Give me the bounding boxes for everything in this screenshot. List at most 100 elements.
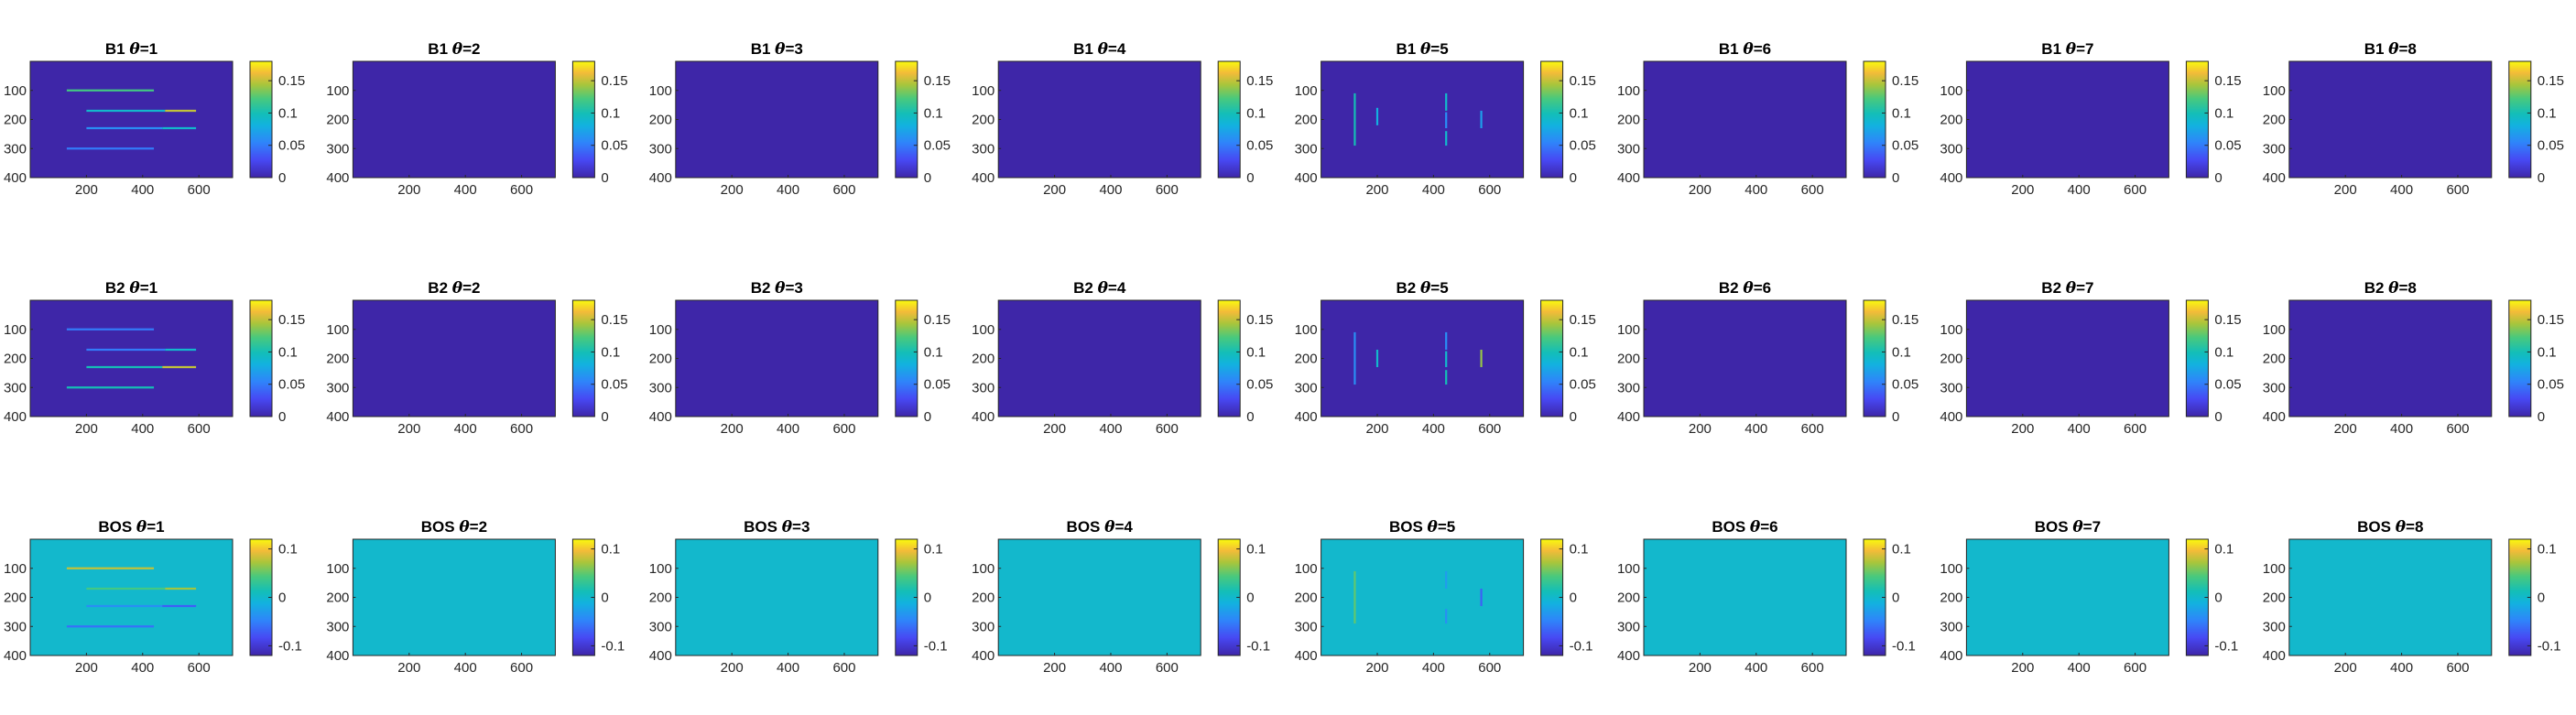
- y-tick-label: 300: [2263, 141, 2286, 157]
- panel-bos-theta-4: BOS θ=4 200 400 600 100 200 300 400 -0.1 0 0.1: [972, 518, 1270, 676]
- colorbar-tick-label: 0.05: [601, 138, 627, 154]
- colorbar-tick-label: 0: [1570, 409, 1577, 425]
- x-tick-label: 600: [2124, 421, 2147, 437]
- y-tick-label: 400: [1617, 170, 1640, 186]
- heatmap-background: [675, 539, 878, 655]
- colorbar-tick-label: 0.1: [1892, 105, 1911, 121]
- colorbar-tick-label: -0.1: [2538, 638, 2561, 654]
- colorbar-tick-label: 0.1: [1892, 542, 1911, 558]
- y-tick-label: 400: [1940, 170, 1962, 186]
- colorbar-tick-label: 0.05: [924, 138, 951, 154]
- panel-b2-theta-3: B2 θ=3 200 400 600 100 200 300 400 0 0.05 0.1 0.15: [649, 279, 951, 437]
- y-tick-label: 100: [649, 83, 672, 99]
- colorbar-tick-label: 0.05: [2214, 138, 2241, 154]
- heatmap-background: [1321, 300, 1524, 417]
- panel-bos-theta-1: BOS θ=1 200 400 600 100 200 300 400 -0.1 0 0.1: [4, 518, 302, 676]
- x-tick-label: 200: [721, 660, 744, 676]
- panel-b2-theta-6: B2 θ=6 200 400 600 100 200 300 400 0 0.05 0.1 0.15: [1617, 279, 1918, 437]
- y-tick-label: 300: [1295, 141, 1318, 157]
- x-tick-label: 600: [832, 421, 855, 437]
- heatmap-background: [675, 300, 878, 417]
- colorbar-tick-label: 0.1: [1246, 105, 1266, 121]
- y-tick-label: 200: [972, 113, 995, 128]
- y-tick-label: 100: [2263, 322, 2286, 338]
- colorbar-tick-label: 0.05: [2538, 377, 2564, 393]
- heatmap-background: [1321, 539, 1524, 655]
- y-tick-label: 300: [1940, 141, 1962, 157]
- colorbar-tick-label: -0.1: [278, 638, 302, 654]
- panel-title: B1 θ=7: [2041, 40, 2093, 59]
- y-tick-label: 300: [4, 141, 27, 157]
- y-tick-label: 400: [1295, 648, 1318, 664]
- colorbar-tick-label: 0.1: [2538, 542, 2557, 558]
- colorbar-tick-label: 0.1: [2214, 542, 2234, 558]
- y-tick-label: 100: [1295, 561, 1318, 577]
- colorbar-tick-label: 0: [278, 170, 286, 186]
- heatmap-background: [2288, 539, 2492, 655]
- panel-title: B2 θ=2: [428, 279, 480, 298]
- colorbar-tick-label: 0: [924, 170, 931, 186]
- heatmap-background: [30, 300, 233, 417]
- y-tick-label: 400: [2263, 409, 2286, 425]
- y-tick-label: 200: [1617, 113, 1640, 128]
- y-tick-label: 100: [2263, 561, 2286, 577]
- x-tick-label: 400: [454, 421, 477, 437]
- x-tick-label: 400: [777, 660, 799, 676]
- y-tick-label: 100: [1617, 561, 1640, 577]
- panel-title: B2 θ=7: [2041, 279, 2093, 298]
- y-tick-label: 400: [1295, 409, 1318, 425]
- panel-b1-theta-7: B1 θ=7 200 400 600 100 200 300 400 0 0.05 0.1 0.15: [1940, 40, 2241, 198]
- x-tick-label: 600: [510, 660, 533, 676]
- y-tick-label: 200: [972, 590, 995, 606]
- heatmap-background: [1644, 539, 1846, 655]
- x-tick-label: 200: [1043, 182, 1066, 198]
- colorbar: [249, 60, 273, 179]
- x-tick-label: 400: [1099, 182, 1122, 198]
- colorbar: [895, 60, 918, 179]
- panel-title: B1 θ=4: [1073, 40, 1126, 59]
- panel-b2-theta-2: B2 θ=2 200 400 600 100 200 300 400 0 0.05 0.1 0.15: [326, 279, 627, 437]
- panel-b2-theta-7: B2 θ=7 200 400 600 100 200 300 400 0 0.05 0.1 0.15: [1940, 279, 2241, 437]
- panel-title: B2 θ=4: [1073, 279, 1126, 298]
- colorbar-tick-label: 0: [2214, 590, 2222, 606]
- colorbar-tick-label: -0.1: [924, 638, 948, 654]
- panel-b1-theta-6: B1 θ=6 200 400 600 100 200 300 400 0 0.05 0.1 0.15: [1617, 40, 1918, 198]
- x-tick-label: 600: [188, 182, 211, 198]
- y-tick-label: 300: [972, 141, 995, 157]
- y-tick-label: 200: [1295, 590, 1318, 606]
- heatmap-background: [353, 61, 556, 178]
- colorbar-tick-label: 0.05: [2214, 377, 2241, 393]
- y-tick-label: 300: [326, 619, 349, 634]
- x-tick-label: 400: [777, 421, 799, 437]
- y-tick-label: 200: [1617, 352, 1640, 367]
- panel-bos-theta-8: BOS θ=8 200 400 600 100 200 300 400 -0.1 0 0.1: [2263, 518, 2561, 676]
- colorbar-tick-label: 0.1: [2214, 344, 2234, 360]
- y-tick-label: 200: [972, 352, 995, 367]
- colorbar-tick-label: 0.1: [2538, 105, 2557, 121]
- colorbar-tick-label: 0.15: [924, 312, 951, 328]
- x-tick-label: 200: [75, 182, 98, 198]
- x-tick-label: 400: [454, 660, 477, 676]
- x-tick-label: 600: [1156, 660, 1179, 676]
- y-tick-label: 200: [326, 590, 349, 606]
- x-tick-label: 600: [1478, 421, 1501, 437]
- heatmap-background: [998, 300, 1201, 417]
- colorbar-tick-label: 0.1: [1246, 542, 1266, 558]
- panel-title: BOS θ=1: [98, 518, 164, 536]
- x-tick-label: 400: [454, 182, 477, 198]
- y-tick-label: 300: [2263, 619, 2286, 634]
- x-tick-label: 400: [1099, 421, 1122, 437]
- x-tick-label: 600: [2124, 660, 2147, 676]
- colorbar-tick-label: 0.05: [1246, 138, 1273, 154]
- y-tick-label: 100: [649, 322, 672, 338]
- panel-b1-theta-5: B1 θ=5 200 400 600 100 200 300 400 0 0.05 0.1 0.15: [1295, 40, 1596, 198]
- y-tick-label: 300: [1940, 619, 1962, 634]
- colorbar-tick-label: 0: [2214, 170, 2222, 186]
- y-tick-label: 100: [326, 322, 349, 338]
- colorbar-tick-label: 0: [278, 590, 286, 606]
- panel-title: B1 θ=6: [1719, 40, 1771, 59]
- colorbar-tick-label: 0: [924, 409, 931, 425]
- heatmap-background: [30, 539, 233, 655]
